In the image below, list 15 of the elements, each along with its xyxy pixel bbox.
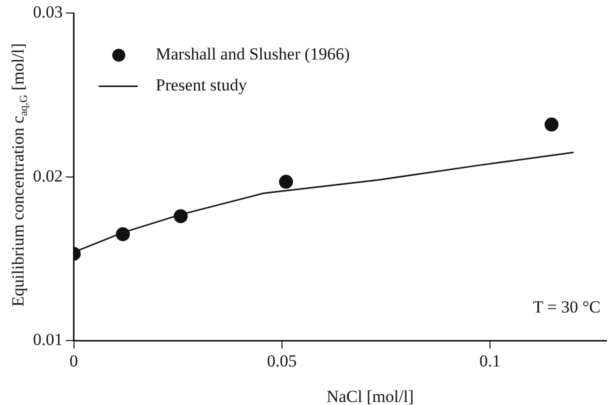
x-tick-label: 0.1 (479, 351, 501, 370)
y-tick-label: 0.01 (33, 330, 63, 350)
annotation: T = 30 °C (532, 298, 600, 317)
x-tick-label: 0.05 (266, 351, 297, 370)
point (544, 118, 559, 132)
y-tick-label: 0.02 (33, 166, 63, 186)
legend-label: Present study (156, 76, 248, 95)
legend-label: Marshall and Slusher (1966) (156, 44, 350, 64)
point (116, 227, 130, 242)
y-tick-label: 0.03 (33, 2, 63, 22)
point (174, 209, 188, 224)
y-axis-title: Equilibrium concentration caq,G [mol/l] (8, 43, 30, 307)
x-tick-label: 0 (70, 351, 78, 370)
point (279, 174, 294, 189)
x-axis-title: NaCl [mol/l] (326, 387, 414, 405)
